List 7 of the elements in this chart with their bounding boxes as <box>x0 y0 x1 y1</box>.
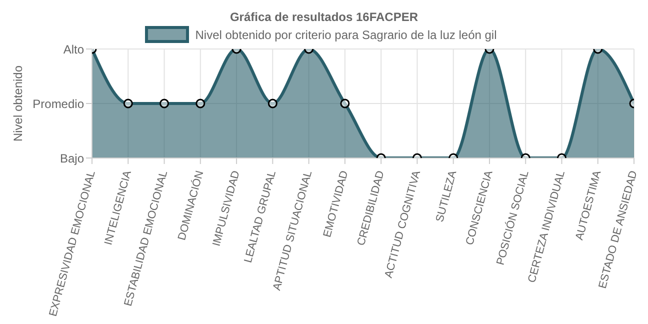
category-label: Alto <box>63 42 84 56</box>
category-label: Promedio <box>32 96 84 111</box>
legend-label: Nivel obtenido por criterio para Sagrario de la luz león gil <box>195 28 497 42</box>
y-axis-title: Nivel obtenido <box>11 65 25 142</box>
category-label: Bajo <box>60 151 84 166</box>
x-tick-label: LEALTAD GRUPAL <box>242 169 278 264</box>
chart-title: Gráfica de resultados 16FACPER <box>228 10 420 24</box>
